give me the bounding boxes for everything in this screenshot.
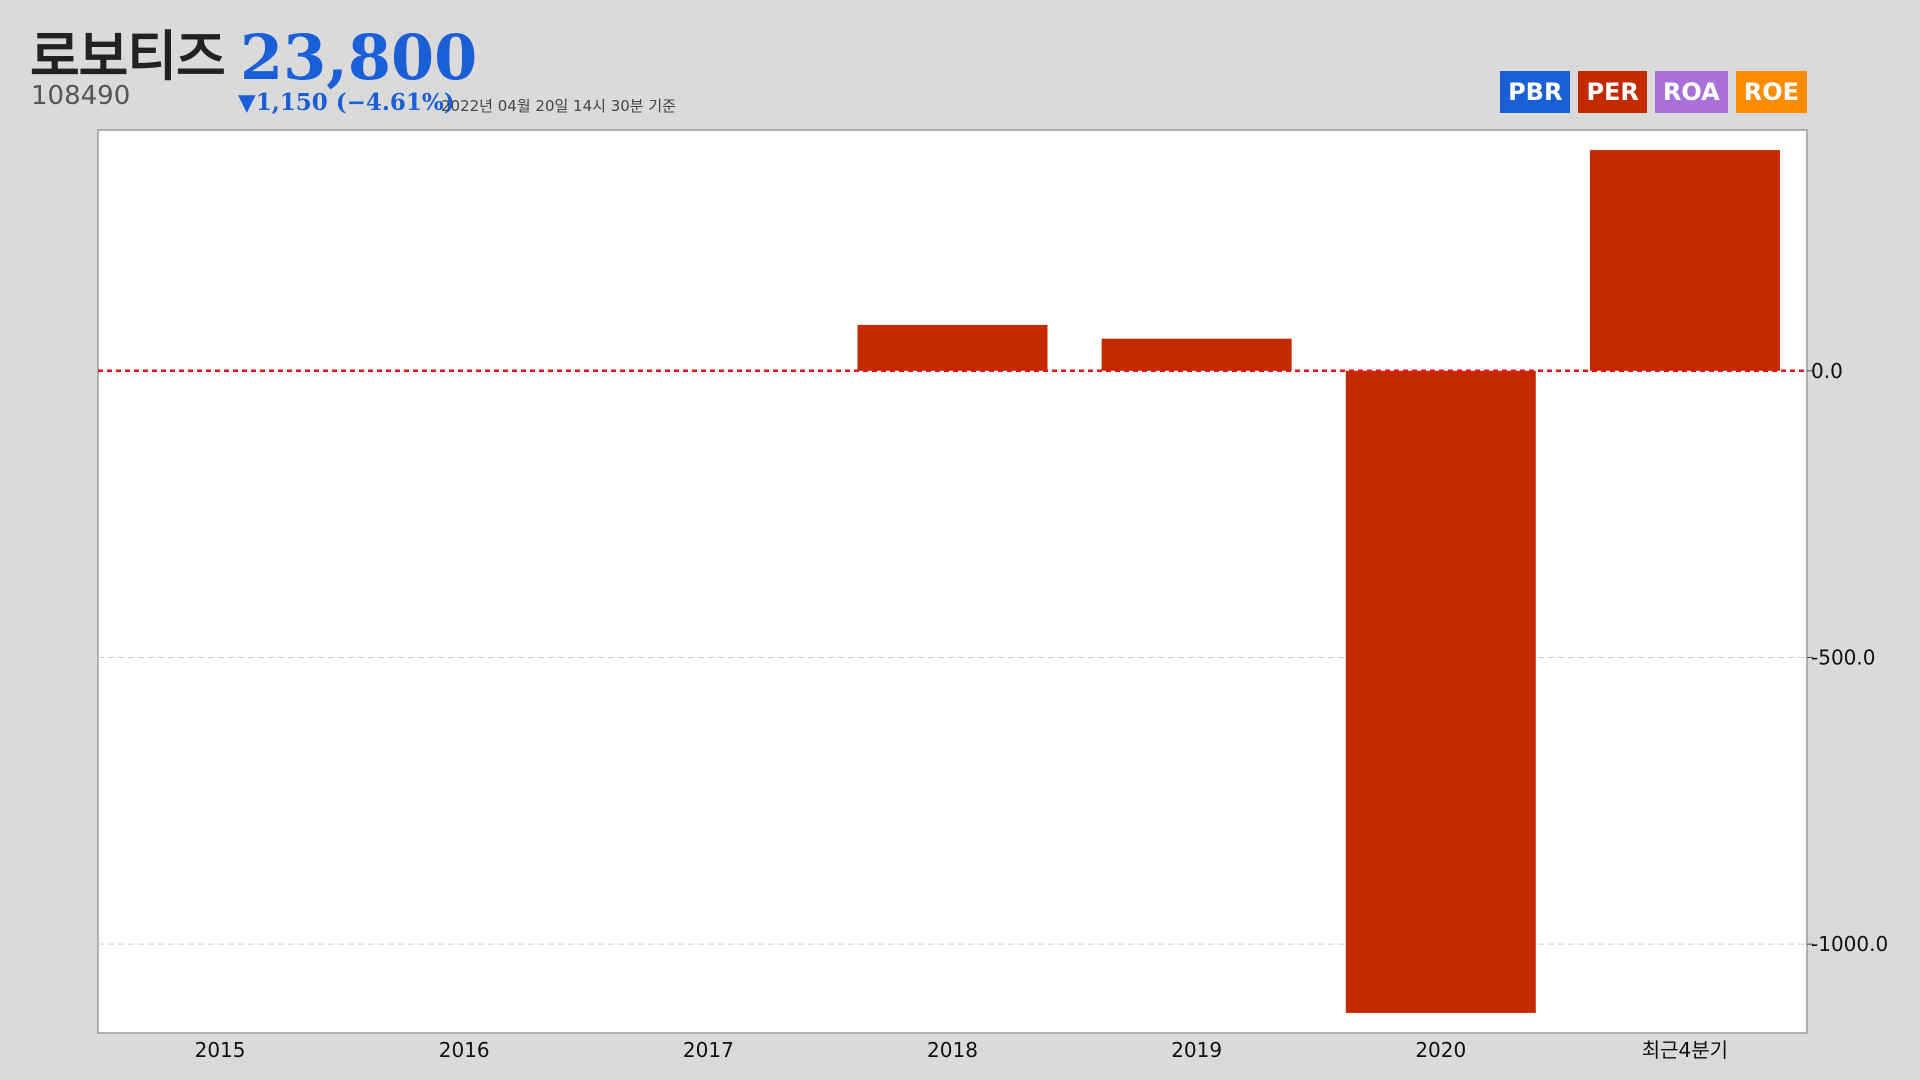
y-tick-label: -1000.0: [1811, 932, 1888, 956]
stock-code: 108490: [31, 81, 131, 111]
legend-roa[interactable]: ROA: [1654, 71, 1728, 113]
stock-price: 23,800: [240, 21, 478, 94]
x-tick-label: 2015: [195, 1038, 246, 1062]
price-change: ▼1,150 (−4.61%): [238, 89, 455, 116]
bar-2019[interactable]: [1101, 338, 1292, 371]
x-tick-label: 2019: [1171, 1038, 1222, 1062]
x-tick-label: 2020: [1415, 1038, 1466, 1062]
legend-roe[interactable]: ROE: [1735, 71, 1807, 113]
plot-area: [97, 129, 1808, 1034]
legend-pbr[interactable]: PBR: [1500, 71, 1571, 113]
x-tick-label: 2016: [439, 1038, 490, 1062]
bar-2020[interactable]: [1345, 370, 1536, 1013]
x-tick-label: 2018: [927, 1038, 978, 1062]
x-axis-ticks: 2015 2016 2017 2018 2019 2020 최근4분기: [195, 1038, 1728, 1062]
bars: [857, 150, 1780, 1013]
legend-per[interactable]: PER: [1578, 71, 1647, 113]
timestamp: 2022년 04월 20일 14시 30분 기준: [441, 97, 676, 115]
metric-legend: PBR PER ROA ROE: [1500, 71, 1807, 113]
y-tick-label: -500.0: [1811, 645, 1875, 669]
x-tick-label: 2017: [683, 1038, 734, 1062]
y-axis-ticks: 0.0 -500.0 -1000.0: [1807, 359, 1888, 956]
x-tick-label: 최근4분기: [1642, 1038, 1728, 1062]
bar-2018[interactable]: [857, 324, 1048, 371]
stock-name: 로보티즈: [30, 25, 226, 88]
bar-최근4분기[interactable]: [1589, 150, 1780, 371]
y-tick-label: 0.0: [1811, 359, 1843, 383]
